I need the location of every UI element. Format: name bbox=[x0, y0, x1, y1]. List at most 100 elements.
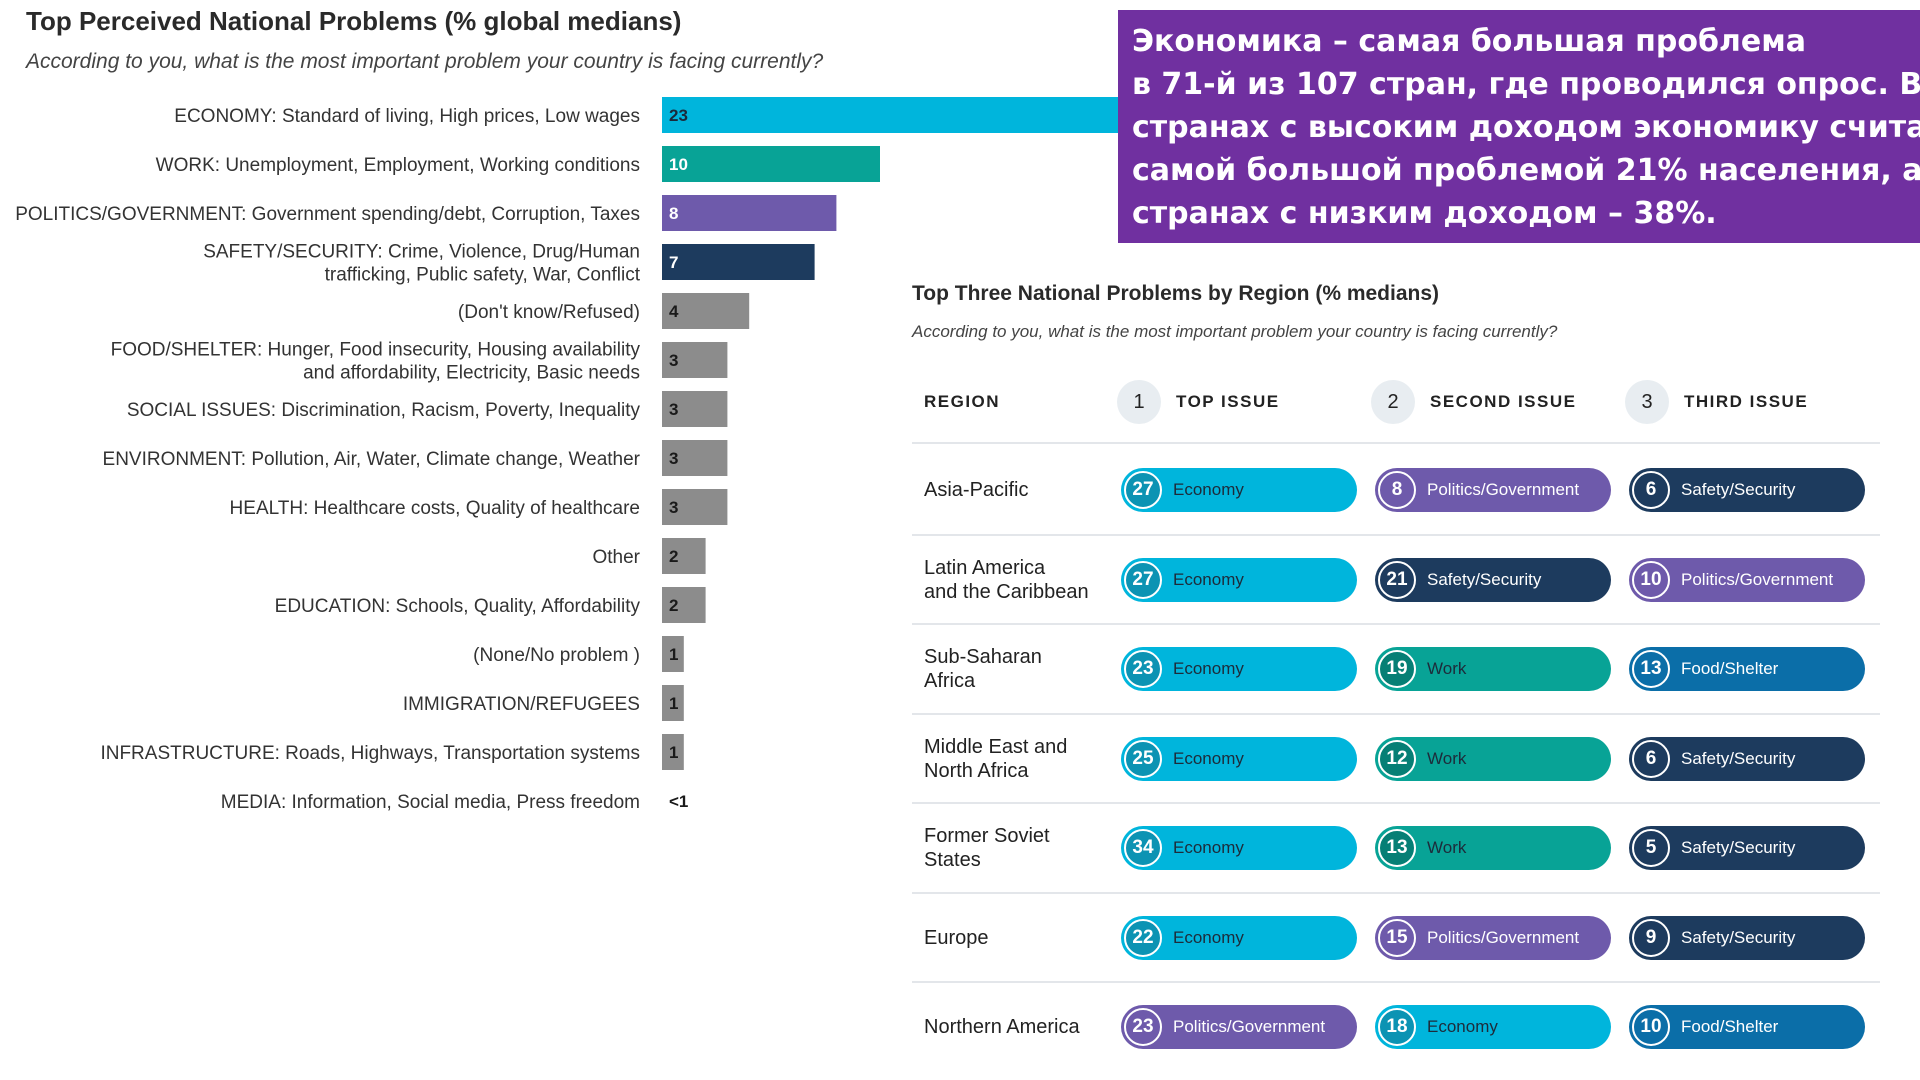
issue-value: 23 bbox=[1124, 650, 1162, 688]
issue-pill: 34 Economy bbox=[1121, 826, 1357, 870]
column-number-badge: 3 bbox=[1625, 380, 1669, 424]
row-divider bbox=[912, 623, 1880, 626]
issue-value: 13 bbox=[1632, 650, 1670, 688]
bar-value-label: 2 bbox=[669, 547, 678, 566]
issue-pill: 6 Safety/Security bbox=[1629, 736, 1865, 781]
issue-pill: 22 Economy bbox=[1121, 915, 1357, 960]
category-label: (Don't know/Refused) bbox=[458, 302, 640, 323]
bar bbox=[662, 293, 750, 329]
region-name-line: Europe bbox=[924, 926, 989, 949]
issue-value: 6 bbox=[1632, 471, 1670, 509]
region-name-line: States bbox=[924, 849, 981, 871]
callout-line: странах с высоким доходом экономику счит… bbox=[1132, 110, 1920, 145]
issue-pill: 21 Safety/Security bbox=[1375, 557, 1611, 602]
region-name-line: Africa bbox=[924, 670, 976, 692]
bar bbox=[662, 587, 706, 623]
issue-value: 6 bbox=[1632, 739, 1670, 778]
top-issue-header: TOP ISSUE bbox=[1176, 392, 1280, 411]
issue-pill: 6 Safety/Security bbox=[1629, 468, 1865, 512]
callout-line: Экономика – самая большая проблема bbox=[1132, 24, 1807, 59]
row-divider bbox=[912, 712, 1880, 715]
bar bbox=[662, 734, 684, 770]
issue-label: Food/Shelter bbox=[1681, 659, 1779, 678]
row-divider bbox=[912, 533, 1880, 536]
bar bbox=[662, 538, 706, 574]
region-name: Asia-Pacific bbox=[924, 478, 1114, 502]
issue-value: 5 bbox=[1632, 829, 1670, 867]
header-divider bbox=[912, 442, 1880, 444]
issue-value: 21 bbox=[1378, 560, 1416, 599]
issue-label: Safety/Security bbox=[1681, 838, 1796, 857]
category-label: (None/No problem ) bbox=[473, 645, 640, 666]
category-label: WORK: Unemployment, Employment, Working … bbox=[156, 155, 640, 176]
issue-pill: 23 Economy bbox=[1121, 647, 1357, 691]
bar-value-label: 3 bbox=[669, 498, 678, 517]
issue-value: 10 bbox=[1632, 560, 1670, 599]
region-name: Sub-Saharan Africa bbox=[924, 645, 1114, 693]
bar bbox=[662, 97, 1120, 133]
bar bbox=[662, 489, 728, 525]
issue-value: 9 bbox=[1632, 918, 1670, 957]
bar-value-label: 7 bbox=[669, 253, 678, 272]
row-divider bbox=[912, 891, 1880, 894]
callout-line: самой большой проблемой 21% населения, а… bbox=[1132, 153, 1920, 188]
issue-pill: 5 Safety/Security bbox=[1629, 826, 1865, 870]
bar bbox=[662, 244, 815, 280]
callout-box: Экономика – самая большая проблема в 71-… bbox=[1118, 10, 1920, 243]
issue-pill: 10 Food/Shelter bbox=[1629, 1005, 1865, 1049]
callout-line: в 71-й из 107 стран, где проводился опро… bbox=[1132, 67, 1920, 102]
issue-pill: 10 Politics/Government bbox=[1629, 557, 1865, 602]
bar bbox=[662, 636, 684, 672]
issue-value: 15 bbox=[1378, 918, 1416, 957]
issue-label: Safety/Security bbox=[1427, 569, 1542, 589]
row-divider bbox=[912, 802, 1880, 805]
chart-title: Top Perceived National Problems (% globa… bbox=[26, 6, 682, 36]
category-label: SOCIAL ISSUES: Discrimination, Racism, P… bbox=[127, 400, 641, 421]
issue-pill: 27 Economy bbox=[1121, 557, 1357, 602]
bar-value-label: 8 bbox=[669, 204, 678, 223]
issue-pill: 8 Politics/Government bbox=[1375, 468, 1611, 512]
chart-subtitle: According to you, what is the most impor… bbox=[26, 50, 824, 73]
second-issue-header: SECOND ISSUE bbox=[1430, 392, 1577, 411]
region-table-subtitle: According to you, what is the most impor… bbox=[912, 322, 1558, 341]
category-label: MEDIA: Information, Social media, Press … bbox=[221, 792, 640, 813]
category-label: EDUCATION: Schools, Quality, Affordabili… bbox=[275, 596, 641, 617]
issue-label: Work bbox=[1427, 748, 1467, 768]
issue-label: Politics/Government bbox=[1173, 1017, 1326, 1036]
issue-value: 13 bbox=[1378, 829, 1416, 867]
issue-pill: 23 Politics/Government bbox=[1121, 1005, 1357, 1049]
bar-value-label: 23 bbox=[669, 106, 688, 125]
issue-pill: 12 Work bbox=[1375, 736, 1611, 781]
bar bbox=[662, 342, 728, 378]
bar bbox=[662, 685, 684, 721]
issue-label: Safety/Security bbox=[1681, 927, 1796, 947]
issue-label: Work bbox=[1427, 659, 1467, 678]
issue-value: 25 bbox=[1124, 739, 1162, 778]
region-name-line: Northern America bbox=[924, 1016, 1080, 1038]
bar-value-label: 1 bbox=[669, 743, 678, 762]
issue-pill: 19 Work bbox=[1375, 647, 1611, 691]
region-name: Europe bbox=[924, 926, 1114, 950]
category-label: SAFETY/SECURITY: Crime, Violence, Drug/H… bbox=[203, 242, 641, 286]
category-label: HEALTH: Healthcare costs, Quality of hea… bbox=[230, 498, 640, 519]
bar-value-label: 4 bbox=[669, 302, 679, 321]
issue-value: 10 bbox=[1632, 1008, 1670, 1046]
bar-value-label: 3 bbox=[669, 449, 678, 468]
category-label: Other bbox=[592, 547, 640, 568]
bar bbox=[662, 146, 880, 182]
category-label: ENVIRONMENT: Pollution, Air, Water, Clim… bbox=[103, 449, 641, 470]
category-label: INFRASTRUCTURE: Roads, Highways, Transpo… bbox=[100, 743, 640, 764]
issue-label: Safety/Security bbox=[1681, 748, 1796, 768]
issue-pill: 25 Economy bbox=[1121, 736, 1357, 781]
region-name-line: Latin America bbox=[924, 556, 1046, 579]
issue-label: Economy bbox=[1173, 659, 1244, 678]
issue-label: Economy bbox=[1173, 480, 1244, 499]
region-name-line: Middle East and bbox=[924, 735, 1068, 758]
bar-value-label: 3 bbox=[669, 400, 678, 419]
issue-pill: 15 Politics/Government bbox=[1375, 915, 1611, 960]
bar-value-label: 3 bbox=[669, 351, 678, 370]
region-name: Latin America and the Caribbean bbox=[924, 556, 1114, 604]
issue-pill: 13 Food/Shelter bbox=[1629, 647, 1865, 691]
region-column-header: REGION bbox=[924, 392, 1001, 411]
issue-label: Politics/Government bbox=[1427, 927, 1580, 947]
